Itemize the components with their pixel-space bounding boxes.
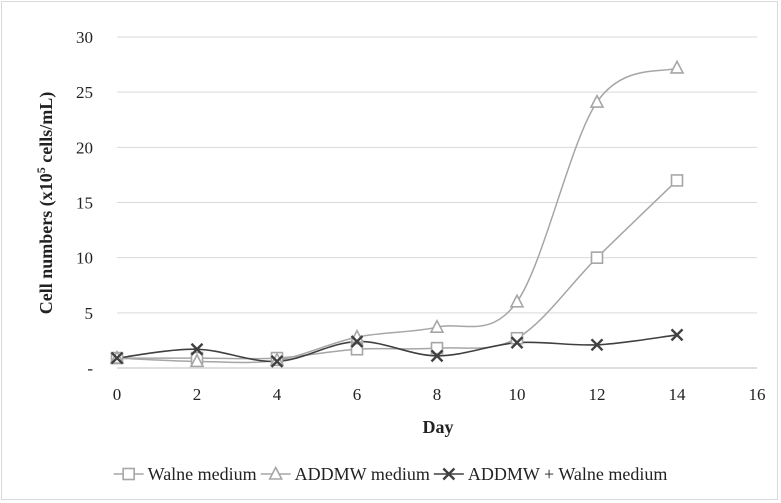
data-point-stroke (270, 355, 284, 368)
y-tick-label: 10 (76, 249, 93, 268)
data-point (190, 342, 204, 356)
legend-label: Walne medium (148, 464, 257, 484)
data-point-stroke (430, 349, 444, 363)
y-tick-label: 20 (76, 138, 93, 157)
data-point (590, 338, 604, 352)
series-line (116, 67, 678, 364)
data-point (110, 351, 124, 365)
legend-marker-stroke (442, 467, 456, 481)
series-line (116, 334, 678, 363)
x-tick-label: 2 (193, 385, 202, 404)
y-axis-label-main: Cell numbers (x10 (36, 173, 57, 314)
y-axis-label-superscript: 5 (34, 167, 48, 173)
x-tick-label: 16 (749, 385, 766, 404)
data-point (670, 328, 684, 342)
x-tick-label: 12 (589, 385, 606, 404)
data-point (509, 293, 525, 308)
x-tick-label: 4 (273, 385, 282, 404)
data-point-stroke (590, 338, 604, 352)
data-point (430, 341, 444, 355)
data-point (429, 318, 445, 333)
data-point (430, 349, 444, 363)
y-axis-label: Cell numbers (x105 cells/mL) (34, 92, 57, 314)
y-tick-label: 15 (76, 194, 93, 213)
data-point (350, 335, 364, 348)
y-tick-label: 5 (85, 304, 94, 323)
legend-marker (122, 467, 135, 481)
y-tick-label: 25 (76, 83, 93, 102)
y-tick-label: 30 (76, 28, 93, 47)
series-lines (116, 67, 678, 364)
data-point-stroke (110, 351, 124, 365)
data-point (510, 336, 524, 349)
x-tick-label: 6 (353, 385, 362, 404)
x-tick-label: 14 (669, 385, 687, 404)
data-point (589, 93, 605, 108)
y-axis-label-rest: cells/mL) (36, 92, 57, 167)
series-markers (109, 59, 685, 368)
x-axis-label: Day (423, 417, 454, 437)
x-tick-label: 10 (509, 385, 526, 404)
data-point-stroke (350, 335, 364, 348)
tick-labels: - 5 10 15 20 25 30 0 2 4 6 8 10 12 14 16 (76, 28, 766, 404)
x-tick-label: 0 (113, 385, 122, 404)
data-point (590, 251, 604, 264)
data-point-stroke (190, 342, 204, 356)
legend-marker (268, 465, 283, 480)
x-tick-label: 8 (433, 385, 442, 404)
data-point (670, 174, 684, 187)
y-tick-label: - (87, 359, 93, 378)
legend-label: ADDMW medium (295, 464, 430, 484)
legend-marker (442, 467, 456, 481)
data-point (189, 353, 205, 368)
data-point (270, 355, 284, 368)
legend-label: ADDMW + Walne medium (468, 464, 668, 484)
data-point-stroke (510, 336, 524, 349)
legend: Walne medium ADDMW medium ADDMW + Walne me… (113, 464, 668, 484)
gridlines (117, 36, 757, 314)
data-point (350, 342, 364, 356)
data-point (669, 59, 685, 74)
data-point-stroke (670, 328, 684, 342)
